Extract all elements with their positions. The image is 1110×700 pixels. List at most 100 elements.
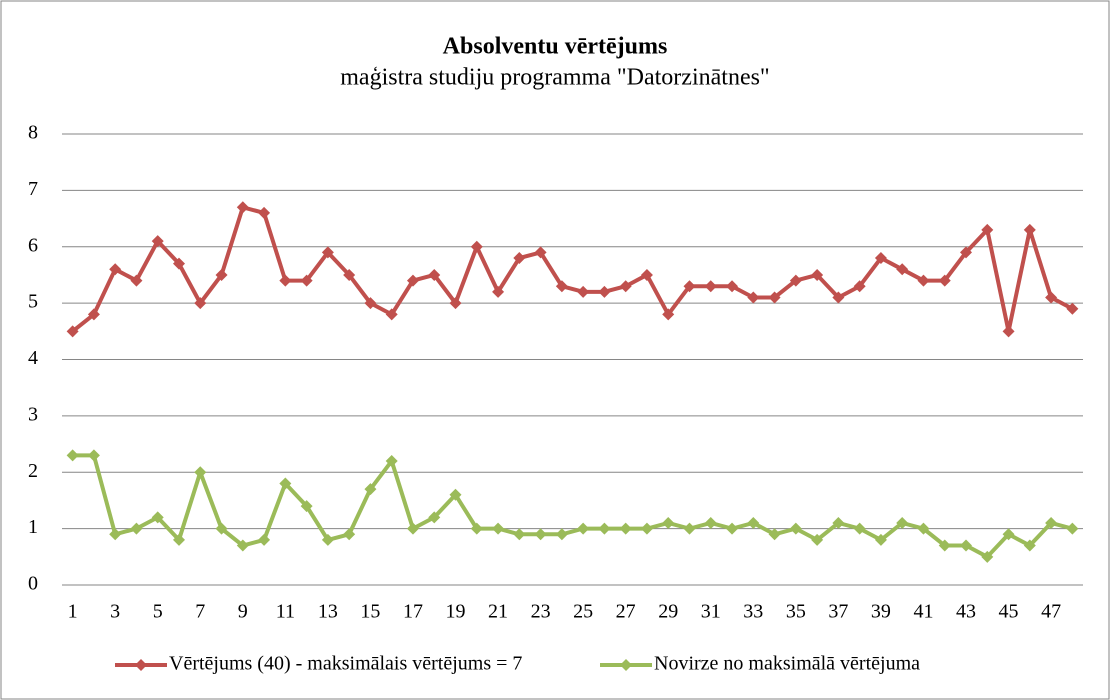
point-marker xyxy=(151,235,164,248)
point-marker xyxy=(449,297,462,310)
point-marker xyxy=(598,285,611,298)
x-tick-label: 5 xyxy=(153,601,163,623)
point-marker xyxy=(321,533,334,546)
x-tick-label: 7 xyxy=(195,601,205,623)
point-marker xyxy=(896,263,909,276)
point-marker xyxy=(768,528,781,541)
x-tick-label: 27 xyxy=(616,601,636,623)
x-tick-label: 37 xyxy=(828,601,848,623)
point-marker xyxy=(172,533,185,546)
x-tick-label: 33 xyxy=(743,601,763,623)
point-marker xyxy=(555,528,568,541)
point-marker xyxy=(960,246,973,259)
point-marker xyxy=(704,280,717,293)
point-marker xyxy=(598,522,611,535)
x-tick-label: 19 xyxy=(446,601,466,623)
point-marker xyxy=(470,522,483,535)
point-marker xyxy=(130,522,143,535)
point-marker xyxy=(683,280,696,293)
point-marker xyxy=(87,308,100,321)
point-marker xyxy=(555,280,568,293)
legend-marker xyxy=(135,659,147,671)
point-marker xyxy=(513,252,526,265)
point-marker xyxy=(662,308,675,321)
x-tick-label: 41 xyxy=(913,601,933,623)
y-tick-label: 0 xyxy=(28,573,38,595)
point-marker xyxy=(406,522,419,535)
point-marker xyxy=(981,223,994,236)
point-marker xyxy=(726,280,739,293)
chart-subtitle: maģistra studiju programma "Datorzinātne… xyxy=(340,65,769,91)
point-marker xyxy=(300,500,313,513)
point-marker xyxy=(194,466,207,479)
point-marker xyxy=(874,252,887,265)
point-marker xyxy=(1002,528,1015,541)
point-marker xyxy=(853,280,866,293)
point-marker xyxy=(811,268,824,281)
point-marker xyxy=(172,257,185,270)
point-marker xyxy=(492,285,505,298)
point-marker xyxy=(449,488,462,501)
point-marker xyxy=(1045,516,1058,529)
chart-title: Absolventu vērtējums xyxy=(443,34,668,60)
y-tick-label: 6 xyxy=(28,234,38,256)
point-marker xyxy=(874,533,887,546)
point-marker xyxy=(258,206,271,219)
y-tick-label: 2 xyxy=(28,460,38,482)
legend-label: Novirze no maksimālā vērtējuma xyxy=(654,653,920,675)
point-marker xyxy=(343,268,356,281)
point-marker xyxy=(279,274,292,287)
x-tick-label: 43 xyxy=(956,601,976,623)
point-marker xyxy=(640,268,653,281)
point-marker xyxy=(385,454,398,467)
x-tick-label: 17 xyxy=(403,601,423,623)
point-marker xyxy=(364,483,377,496)
legend-label: Vērtējums (40) - maksimālais vērtējums =… xyxy=(169,653,522,675)
x-tick-label: 35 xyxy=(786,601,806,623)
point-marker xyxy=(960,539,973,552)
point-marker xyxy=(236,201,249,214)
y-tick-label: 3 xyxy=(28,403,38,425)
point-marker xyxy=(109,528,122,541)
point-marker xyxy=(343,528,356,541)
point-marker xyxy=(917,522,930,535)
point-marker xyxy=(1066,522,1079,535)
point-marker xyxy=(258,533,271,546)
point-marker xyxy=(768,291,781,304)
point-marker xyxy=(832,516,845,529)
point-marker xyxy=(385,308,398,321)
point-marker xyxy=(619,280,632,293)
point-marker xyxy=(279,477,292,490)
x-tick-label: 29 xyxy=(658,601,678,623)
point-marker xyxy=(300,274,313,287)
y-tick-label: 1 xyxy=(28,516,38,538)
y-tick-label: 4 xyxy=(28,347,38,369)
point-marker xyxy=(534,528,547,541)
point-marker xyxy=(428,511,441,524)
point-marker xyxy=(577,522,590,535)
point-marker xyxy=(1066,302,1079,315)
point-marker xyxy=(215,522,228,535)
point-marker xyxy=(151,511,164,524)
point-marker xyxy=(321,246,334,259)
point-marker xyxy=(917,274,930,287)
y-tick-label: 8 xyxy=(28,122,38,144)
point-marker xyxy=(534,246,547,259)
point-marker xyxy=(406,274,419,287)
point-marker xyxy=(811,533,824,546)
point-marker xyxy=(428,268,441,281)
point-marker xyxy=(662,516,675,529)
point-marker xyxy=(981,550,994,563)
point-marker xyxy=(640,522,653,535)
legend-marker xyxy=(620,659,632,671)
point-marker xyxy=(109,263,122,276)
x-tick-label: 13 xyxy=(318,601,338,623)
point-marker xyxy=(789,274,802,287)
point-marker xyxy=(470,240,483,253)
point-marker xyxy=(853,522,866,535)
y-tick-label: 5 xyxy=(28,291,38,313)
x-tick-label: 11 xyxy=(276,601,295,623)
point-marker xyxy=(236,539,249,552)
point-marker xyxy=(1045,291,1058,304)
